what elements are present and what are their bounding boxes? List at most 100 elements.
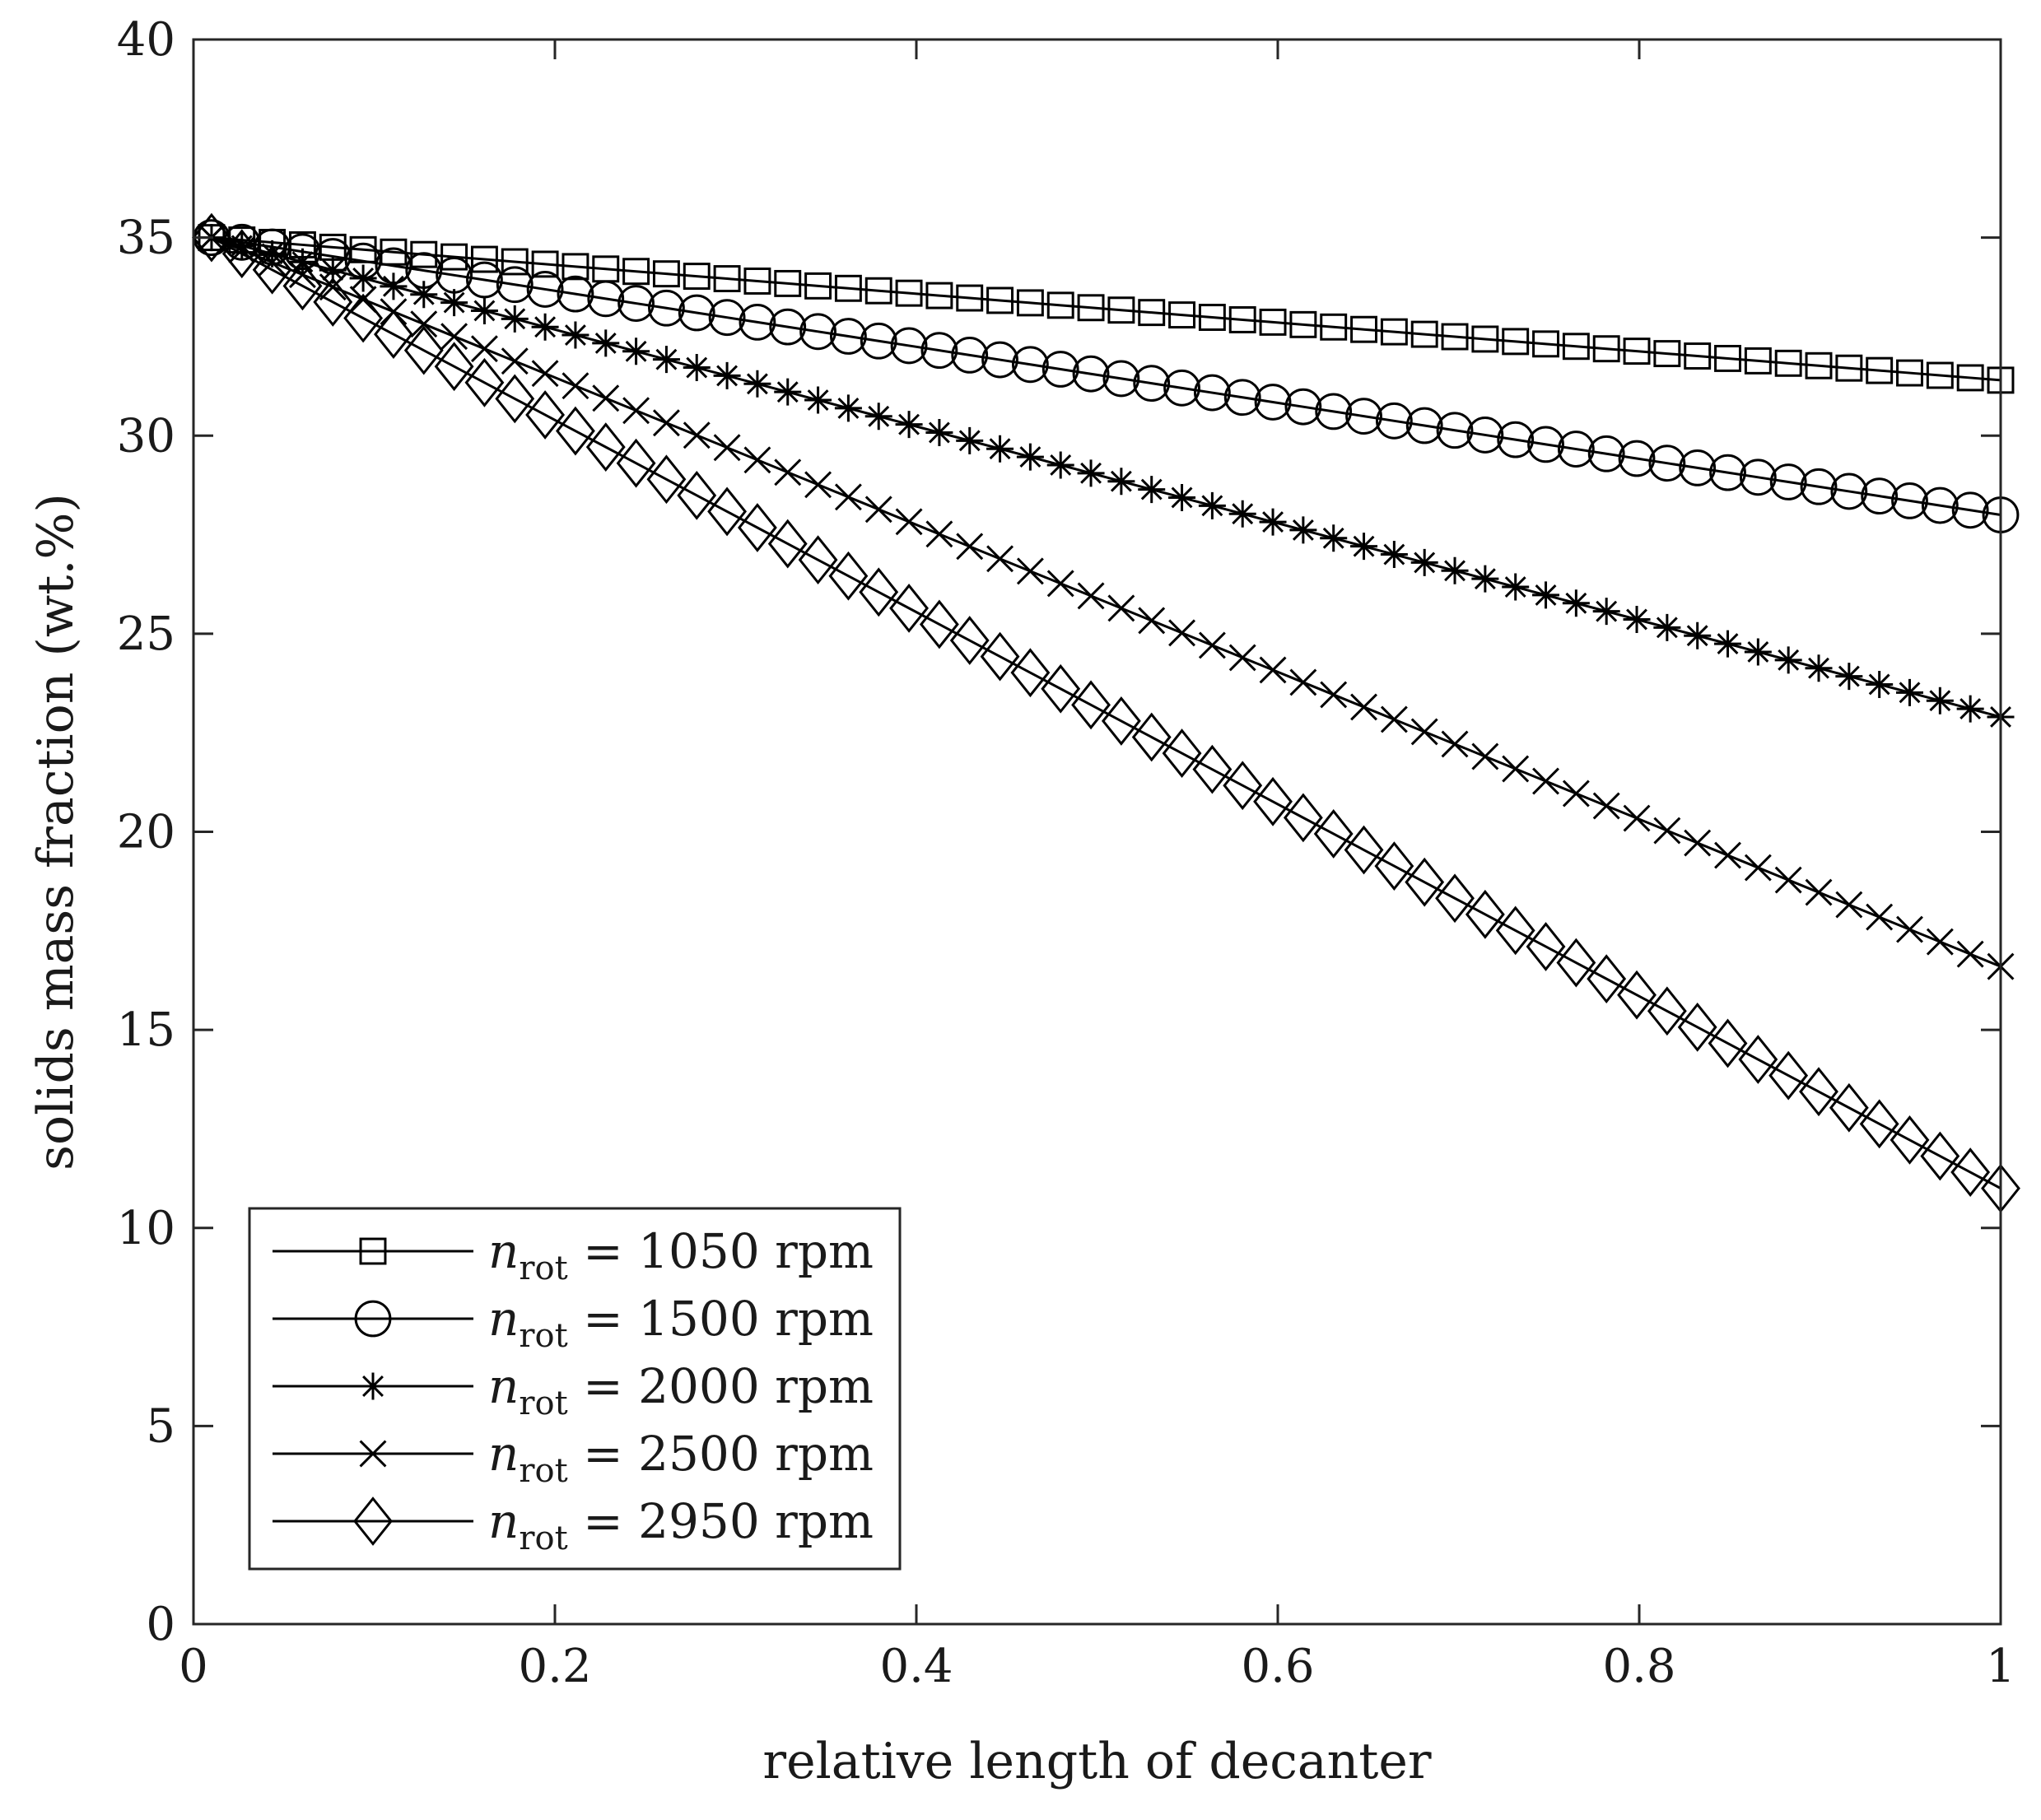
data-point (1738, 1035, 1778, 1084)
data-point (622, 337, 650, 365)
data-point (1228, 500, 1256, 528)
data-point (1920, 1131, 1960, 1181)
data-point (895, 279, 923, 307)
legend-value: = 1050 rpm (568, 1223, 874, 1279)
data-point (1956, 364, 1984, 392)
data-point (1046, 451, 1074, 479)
data-point (956, 284, 984, 312)
data-point (1193, 374, 1231, 412)
data-point (1436, 412, 1474, 449)
data-point (986, 545, 1014, 573)
legend-label: nrot = 2950 rpm (488, 1493, 874, 1557)
data-point (1744, 638, 1772, 666)
data-point (1198, 304, 1226, 331)
data-point (949, 616, 990, 665)
data-point (1861, 477, 1899, 515)
series-line (211, 236, 2001, 719)
legend-marker-asterisk (359, 1372, 387, 1400)
legend-label: nrot = 2000 rpm (488, 1358, 874, 1422)
data-point (1441, 730, 1469, 758)
data-point (925, 418, 953, 446)
legend-symbol: n (488, 1291, 519, 1347)
data-point (1102, 360, 1140, 398)
data-point (1223, 761, 1263, 811)
data-point (1890, 1115, 1930, 1165)
data-point (860, 322, 897, 360)
data-point (1410, 320, 1438, 348)
data-point (1162, 728, 1202, 778)
data-point (1527, 426, 1564, 463)
data-point (313, 277, 353, 327)
data-point (713, 434, 741, 462)
data-point (1041, 663, 1081, 714)
data-point (652, 409, 680, 437)
data-point (956, 426, 984, 454)
y-tick-label: 20 (117, 806, 175, 859)
data-point (890, 327, 928, 365)
data-point (864, 496, 892, 524)
data-point (1714, 841, 1741, 869)
data-point (587, 280, 625, 318)
data-point (1410, 548, 1438, 576)
data-point (956, 533, 984, 561)
data-point (1101, 696, 1141, 746)
data-point (1466, 417, 1504, 454)
data-point (1380, 705, 1408, 733)
data-point (526, 271, 564, 308)
data-point (1072, 355, 1110, 393)
legend-marker-diamond (353, 1496, 393, 1546)
data-point (501, 305, 529, 333)
y-tick-label: 10 (117, 1202, 175, 1255)
data-point (986, 435, 1014, 463)
data-point (834, 274, 862, 302)
data-point (319, 256, 347, 284)
x-tick-label: 0 (179, 1640, 208, 1693)
data-point (1228, 644, 1256, 672)
data-point (282, 261, 323, 311)
data-point (1138, 476, 1166, 504)
data-point (1684, 829, 1712, 857)
data-point (830, 318, 867, 355)
series-diamond (192, 212, 2020, 1213)
data-point (192, 212, 231, 263)
data-point (616, 438, 656, 488)
y-tick-label: 30 (117, 409, 175, 463)
data-point (1805, 878, 1833, 906)
data-point (622, 258, 650, 286)
legend-marker-square (359, 1237, 387, 1265)
data-point (1896, 678, 1924, 706)
data-point (652, 346, 680, 374)
data-point (1497, 421, 1535, 458)
data-point (769, 308, 807, 346)
data-point (828, 551, 869, 601)
data-point (767, 519, 808, 569)
data-point (1168, 483, 1196, 511)
data-point (683, 354, 711, 382)
data-point (470, 335, 498, 363)
data-point (1071, 680, 1111, 730)
series-layer (192, 212, 2020, 1213)
data-point (683, 421, 711, 449)
data-point (556, 406, 595, 456)
data-point (1077, 582, 1105, 610)
data-point (1592, 335, 1620, 363)
data-point (1345, 398, 1382, 435)
data-point (1805, 654, 1833, 682)
data-point (1375, 402, 1413, 440)
y-axis-title: solids mass fraction (wt.%) (27, 493, 85, 1171)
data-point (1405, 857, 1445, 907)
data-point (343, 293, 384, 343)
series-line (211, 236, 2001, 968)
data-point (1891, 482, 1928, 519)
y-tick-label: 5 (146, 1399, 175, 1453)
data-point (531, 313, 559, 341)
legend-symbol: n (488, 1223, 519, 1279)
data-point (1138, 607, 1166, 635)
data-point (1926, 687, 1954, 715)
legend-value: = 2000 rpm (568, 1358, 874, 1414)
data-point (859, 567, 899, 617)
data-point (713, 265, 741, 293)
y-tick-label: 0 (146, 1598, 175, 1651)
data-point (925, 282, 953, 310)
